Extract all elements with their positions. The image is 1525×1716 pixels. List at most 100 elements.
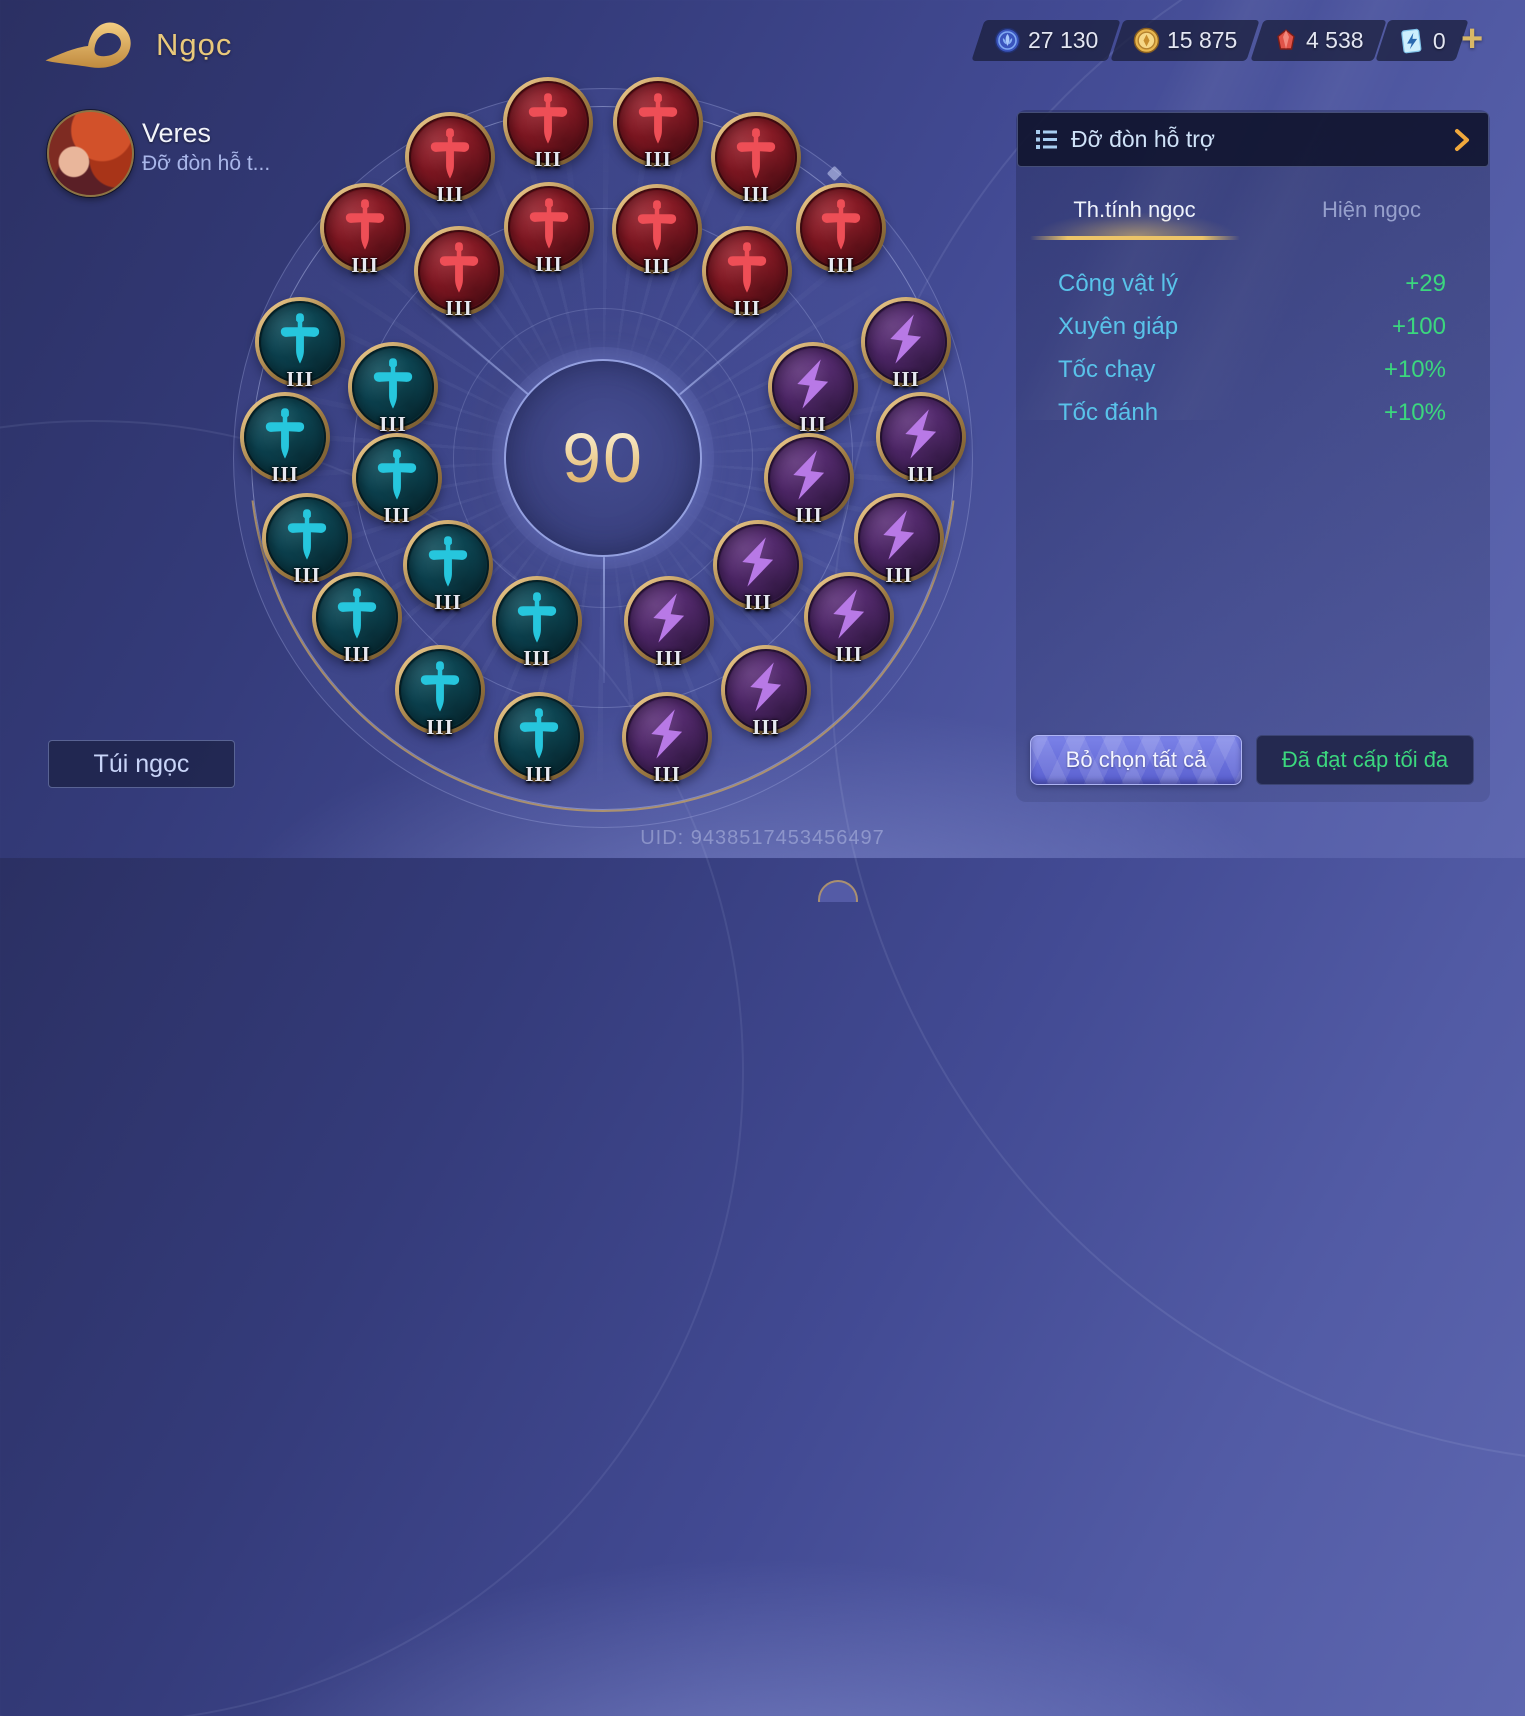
gem-face: III (244, 396, 326, 486)
gem-red[interactable]: III (796, 183, 886, 277)
gem-red[interactable]: III (612, 184, 702, 278)
gem-tier: III (286, 367, 314, 391)
gem-purple[interactable]: III (876, 392, 966, 486)
gem-teal[interactable]: III (395, 645, 485, 739)
lightning-icon (730, 534, 786, 590)
gem-teal[interactable]: III (240, 392, 330, 486)
lightning-icon (738, 659, 794, 715)
gem-red[interactable]: III (504, 182, 594, 276)
gem-teal[interactable]: III (494, 692, 584, 786)
ruby-amount: 4 538 (1305, 27, 1364, 53)
gem-face: III (808, 576, 890, 666)
gem-purple[interactable]: III (768, 342, 858, 436)
gem-face: III (768, 437, 850, 527)
gem-tier: III (426, 715, 454, 739)
gem-face: III (259, 301, 341, 391)
gem-teal[interactable]: III (262, 493, 352, 587)
deselect-all-button[interactable]: Bỏ chọn tất cả (1030, 735, 1242, 785)
gem-purple[interactable]: III (622, 692, 712, 786)
player-class-label: Đỡ đòn hỗ t... (142, 152, 271, 175)
wheel-spoke (603, 458, 605, 683)
sword-icon (329, 586, 385, 642)
gem-face: III (725, 649, 807, 739)
gem-red[interactable]: III (613, 77, 703, 171)
gem-red[interactable]: III (414, 226, 504, 320)
tab-rune-display[interactable]: Hiện ngọc (1321, 197, 1422, 222)
gem-tier: III (271, 462, 299, 486)
currency-gold[interactable]: 15 875 (1110, 20, 1261, 61)
currency-ruby[interactable]: 4 538 (1250, 20, 1386, 61)
player-name: Veres (142, 118, 212, 148)
rune-ticket-amount: 0 (1433, 27, 1447, 53)
gem-tier: III (525, 762, 553, 786)
tab-rune-attributes[interactable]: Th.tính ngọc (1073, 197, 1196, 222)
gem-red[interactable]: III (503, 77, 593, 171)
gem-tier: III (655, 646, 683, 670)
gem-face: III (399, 649, 481, 739)
currency-rune-ticket[interactable]: 0 (1375, 20, 1469, 61)
gem-red[interactable]: III (711, 112, 801, 206)
max-level-button[interactable]: Đã đạt cấp tối đa (1256, 735, 1474, 785)
sword-icon (272, 311, 328, 367)
gem-tier: III (523, 646, 551, 670)
gem-face: III (496, 580, 578, 670)
gem-tier: III (835, 642, 863, 666)
gem-tier: III (534, 147, 562, 171)
stat-value: +100 (1391, 312, 1446, 340)
lightning-icon (878, 311, 934, 367)
stat-row: Xuyên giáp +100 (1016, 305, 1490, 348)
rune-wheel-gems: III III III III III III III III III III III III III I… (240, 77, 966, 786)
add-currency-button[interactable]: + (1461, 18, 1484, 60)
gem-tier: III (434, 590, 462, 614)
currency-blue-essence[interactable]: 27 130 (971, 20, 1122, 61)
gem-tier: III (885, 563, 913, 587)
gem-face: III (628, 580, 710, 670)
gem-red[interactable]: III (405, 112, 495, 206)
stat-value: +10% (1383, 398, 1446, 426)
lightning-icon (893, 406, 949, 462)
stat-row: Tốc chạy +10% (1016, 348, 1490, 391)
back-button[interactable] (40, 16, 138, 74)
gem-purple[interactable]: III (854, 493, 944, 587)
gem-face: III (617, 81, 699, 171)
gem-purple[interactable]: III (721, 645, 811, 739)
gem-teal[interactable]: III (312, 572, 402, 666)
gem-tier: III (643, 254, 671, 278)
player-avatar[interactable] (47, 110, 134, 197)
gem-face: III (508, 186, 590, 276)
stat-label: Tốc chạy (1058, 355, 1156, 383)
gem-tier: III (383, 503, 411, 527)
gem-teal[interactable]: III (352, 433, 442, 527)
sword-icon (719, 240, 775, 296)
rune-page-selector[interactable]: Đỡ đòn hỗ trợ (1017, 112, 1489, 167)
gem-face: III (352, 346, 434, 436)
sword-icon (420, 534, 476, 590)
gem-teal[interactable]: III (403, 520, 493, 614)
chevron-right-icon[interactable] (1452, 127, 1472, 153)
lightning-icon (785, 356, 841, 412)
rune-ticket-icon (1401, 28, 1422, 53)
sword-icon (279, 507, 335, 563)
gem-purple[interactable]: III (861, 297, 951, 391)
gem-face: III (880, 396, 962, 486)
gem-purple[interactable]: III (624, 576, 714, 670)
gem-red[interactable]: III (702, 226, 792, 320)
gem-purple[interactable]: III (804, 572, 894, 666)
gem-teal[interactable]: III (255, 297, 345, 391)
gem-tier: III (535, 252, 563, 276)
panel-tabs: Th.tính ngọc Hiện ngọc (1016, 188, 1490, 232)
sword-icon (257, 406, 313, 462)
gem-tier: III (907, 462, 935, 486)
rune-bag-button[interactable]: Túi ngọc (48, 740, 235, 788)
gem-red[interactable]: III (320, 183, 410, 277)
gem-purple[interactable]: III (713, 520, 803, 614)
gem-teal[interactable]: III (492, 576, 582, 670)
stat-value: +10% (1383, 355, 1446, 383)
gem-teal[interactable]: III (348, 342, 438, 436)
sword-icon (337, 197, 393, 253)
stat-label: Công vật lý (1058, 269, 1179, 297)
rune-level-hub: 90 (504, 359, 702, 557)
gem-purple[interactable]: III (764, 433, 854, 527)
sword-icon (422, 126, 478, 182)
sword-icon (365, 356, 421, 412)
